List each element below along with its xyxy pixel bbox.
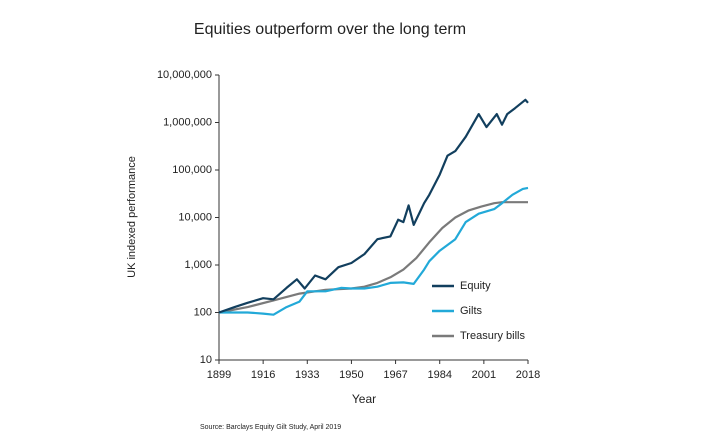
y-tick-label: 10: [200, 354, 212, 366]
x-tick-label: 1967: [383, 369, 407, 381]
legend-label: Gilts: [460, 305, 483, 317]
y-tick-label: 100,000: [172, 164, 212, 176]
chart-title: Equities outperform over the long term: [194, 21, 466, 38]
x-tick-label: 1950: [339, 369, 363, 381]
x-tick-label: 2001: [472, 369, 496, 381]
series-line: [218, 201, 528, 314]
source-note: Source: Barclays Equity Gilt Study, Apri…: [200, 424, 341, 431]
x-axis-label: Year: [352, 392, 376, 406]
y-tick-label: 10,000: [178, 211, 212, 223]
y-tick-label: 10,000,000: [157, 69, 212, 81]
x-tick-label: 1984: [427, 369, 451, 381]
y-tick-label: 1,000: [184, 259, 212, 271]
x-tick-label: 2018: [516, 369, 540, 381]
series-line: [218, 98, 529, 314]
series-line: [219, 186, 529, 316]
x-tick-label: 1933: [295, 369, 319, 381]
y-tick-label: 1,000,000: [163, 116, 212, 128]
x-tick-label: 1916: [251, 369, 275, 381]
y-tick-label: 100: [194, 306, 212, 318]
y-axis-label: UK indexed performance: [126, 156, 138, 278]
x-tick-label: 1899: [207, 369, 231, 381]
legend-label: Equity: [460, 280, 491, 292]
legend-label: Treasury bills: [460, 330, 525, 342]
